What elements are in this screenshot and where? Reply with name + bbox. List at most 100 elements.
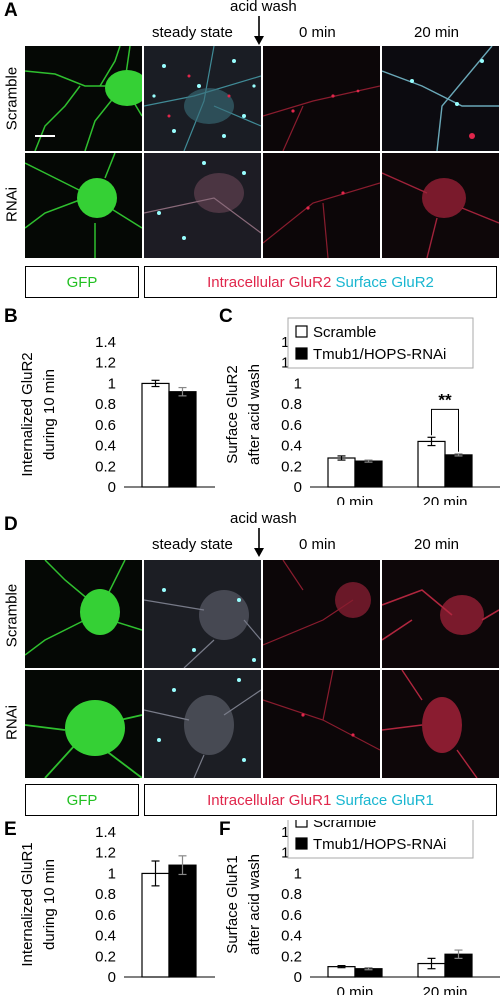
chart-c-xtick-1: 20 min xyxy=(422,494,467,505)
chart-e-ytick-6: 0.2 xyxy=(95,948,116,965)
chart-c-letter: C xyxy=(219,306,233,327)
chart-b-ytick-6: 0.2 xyxy=(95,458,116,475)
chart-e-bar-0-0 xyxy=(141,872,170,978)
micrograph-d-scramble-0min xyxy=(263,560,380,668)
chart-f-ytick-2: 1 xyxy=(294,865,302,882)
chart-e-ylabel-line-0: Internalized GluR1 xyxy=(19,842,36,966)
chart-b-ytick-5: 0.4 xyxy=(95,438,116,455)
chart-f-legend-swatch-1 xyxy=(295,837,308,850)
chart-f-ylabel-line-0: Surface GluR1 xyxy=(224,855,241,953)
chart-b-letter: B xyxy=(4,306,18,327)
chart-e-ytick-4: 0.6 xyxy=(95,907,116,924)
chart-f-ytick-5: 0.4 xyxy=(281,928,302,945)
chart-c-ytick-6: 0.2 xyxy=(281,458,302,475)
chart-c-bar-1-1 xyxy=(444,454,473,488)
chart-f-ytick-6: 0.2 xyxy=(281,948,302,965)
chart-e-ytick-0: 1.4 xyxy=(95,824,116,841)
chart-c-ytick-2: 1 xyxy=(294,375,302,392)
chart-f-legend-label-0: Scramble xyxy=(313,820,376,831)
legend-gfp-label: GFP xyxy=(66,791,98,809)
chart-f-ylabel-line-1: after acid wash xyxy=(246,854,263,955)
chart-b-ytick-2: 1 xyxy=(108,375,116,392)
panel-a-legend-glur: Intracellular GluR2 Surface GluR2 xyxy=(144,266,497,298)
chart-e-ytick-1: 1.2 xyxy=(95,845,116,862)
panel-d-col-0min: 0 min xyxy=(299,536,336,553)
micrograph-d-rnai-0min xyxy=(263,670,380,778)
chart-c-significance-bracket xyxy=(431,408,459,452)
chart-b-ylabel-line-0: Internalized GluR2 xyxy=(19,352,36,476)
chart-c-significance-label: ** xyxy=(438,390,452,409)
panel-d-acid-wash-label: acid wash xyxy=(230,510,297,527)
panel-d-row-rnai: RNAi xyxy=(3,705,21,741)
micrograph-a-rnai-gfp xyxy=(25,153,142,258)
panel-d-legend-glur: Intracellular GluR1 Surface GluR1 xyxy=(144,784,497,816)
panel-a-acid-wash-label: acid wash xyxy=(230,0,297,15)
micrograph-d-rnai-20min xyxy=(382,670,499,778)
chart-e-ytick-3: 0.8 xyxy=(95,886,116,903)
panel-a-col-20min: 20 min xyxy=(414,24,460,41)
panel-d-col-steady-state: steady state xyxy=(152,536,233,553)
micrograph-a-rnai-0min xyxy=(263,153,380,258)
chart-f-legend-box xyxy=(287,820,474,859)
panel-d-acid-wash-arrow xyxy=(254,528,264,557)
legend-surface-label: Surface GluR1 xyxy=(335,791,434,809)
chart-e-ylabel-line-1: during 10 min xyxy=(41,859,58,950)
chart-c-ylabel-line-1: after acid wash xyxy=(246,364,263,465)
legend-surface-label: Surface GluR2 xyxy=(335,273,434,291)
panel-d-letter: D xyxy=(4,514,18,535)
chart-c-legend-box xyxy=(287,317,474,369)
chart-c-legend-label-1: Tmub1/HOPS-RNAi xyxy=(313,346,446,363)
chart-c-legend-swatch-1 xyxy=(295,347,308,360)
chart-c-ytick-5: 0.4 xyxy=(281,438,302,455)
chart-b-ytick-0: 1.4 xyxy=(95,334,116,351)
panel-d-legend-gfp: GFP xyxy=(25,784,139,816)
micrograph-a-scramble-0min xyxy=(263,46,380,151)
legend-intracellular-label: Intracellular GluR2 xyxy=(207,273,332,291)
chart-e-bar-0-1 xyxy=(168,864,197,978)
chart-f-legend-label-1: Tmub1/HOPS-RNAi xyxy=(313,836,446,853)
chart-e-ytick-2: 1 xyxy=(108,865,116,882)
micrograph-a-rnai-20min xyxy=(382,153,499,258)
chart-c-bar-1-0 xyxy=(417,440,446,488)
micrograph-d-scramble-steady xyxy=(144,560,261,668)
chart-c-ytick-4: 0.6 xyxy=(281,417,302,434)
chart-b-bar-0-0 xyxy=(141,382,170,488)
panel-d-col-20min: 20 min xyxy=(414,536,460,553)
micrograph-a-scramble-20min xyxy=(382,46,499,151)
chart-b-ylabel-line-1: during 10 min xyxy=(41,369,58,460)
chart-c-legend-swatch-0 xyxy=(295,325,308,338)
panel-a-col-0min: 0 min xyxy=(299,24,336,41)
chart-f-ytick-7: 0 xyxy=(294,969,302,986)
chart-b-ytick-7: 0 xyxy=(108,479,116,496)
micrograph-a-scramble-gfp xyxy=(25,46,142,151)
chart-b-ytick-4: 0.6 xyxy=(95,417,116,434)
chart-e-letter: E xyxy=(4,820,17,840)
chart-c-legend-label-0: Scramble xyxy=(313,324,376,341)
panel-a-row-rnai: RNAi xyxy=(3,187,21,223)
micrograph-d-scramble-20min xyxy=(382,560,499,668)
legend-gfp-label: GFP xyxy=(66,273,98,291)
panel-a-letter: A xyxy=(4,0,18,21)
panel-d-row-scramble: Scramble xyxy=(3,583,21,648)
chart-f-ytick-4: 0.6 xyxy=(281,907,302,924)
chart-b: B Internalized GluR2 during 10 min 1.4 1.2 1 0… xyxy=(4,306,215,496)
panel-a-row-scramble: Scramble xyxy=(3,66,21,131)
chart-e-ytick-5: 0.4 xyxy=(95,928,116,945)
chart-f-legend-swatch-0 xyxy=(295,820,308,828)
chart-c-xtick-0: 0 min xyxy=(337,494,374,505)
chart-e-ytick-7: 0 xyxy=(108,969,116,986)
chart-f-letter: F xyxy=(219,820,231,840)
legend-intracellular-label: Intracellular GluR1 xyxy=(207,791,332,809)
chart-f-ytick-3: 0.8 xyxy=(281,886,302,903)
micrograph-a-rnai-steady xyxy=(144,153,261,258)
chart-f-xtick-1: 20 min xyxy=(422,984,467,995)
micrograph-d-rnai-gfp xyxy=(25,670,142,778)
panel-a-acid-wash-arrow xyxy=(254,16,264,45)
chart-c-bar-0-0 xyxy=(327,457,356,488)
chart-b-bar-0-1 xyxy=(168,391,197,488)
panel-a-legend-gfp: GFP xyxy=(25,266,139,298)
chart-b-ytick-3: 0.8 xyxy=(95,396,116,413)
chart-c-bar-0-1 xyxy=(354,460,383,488)
